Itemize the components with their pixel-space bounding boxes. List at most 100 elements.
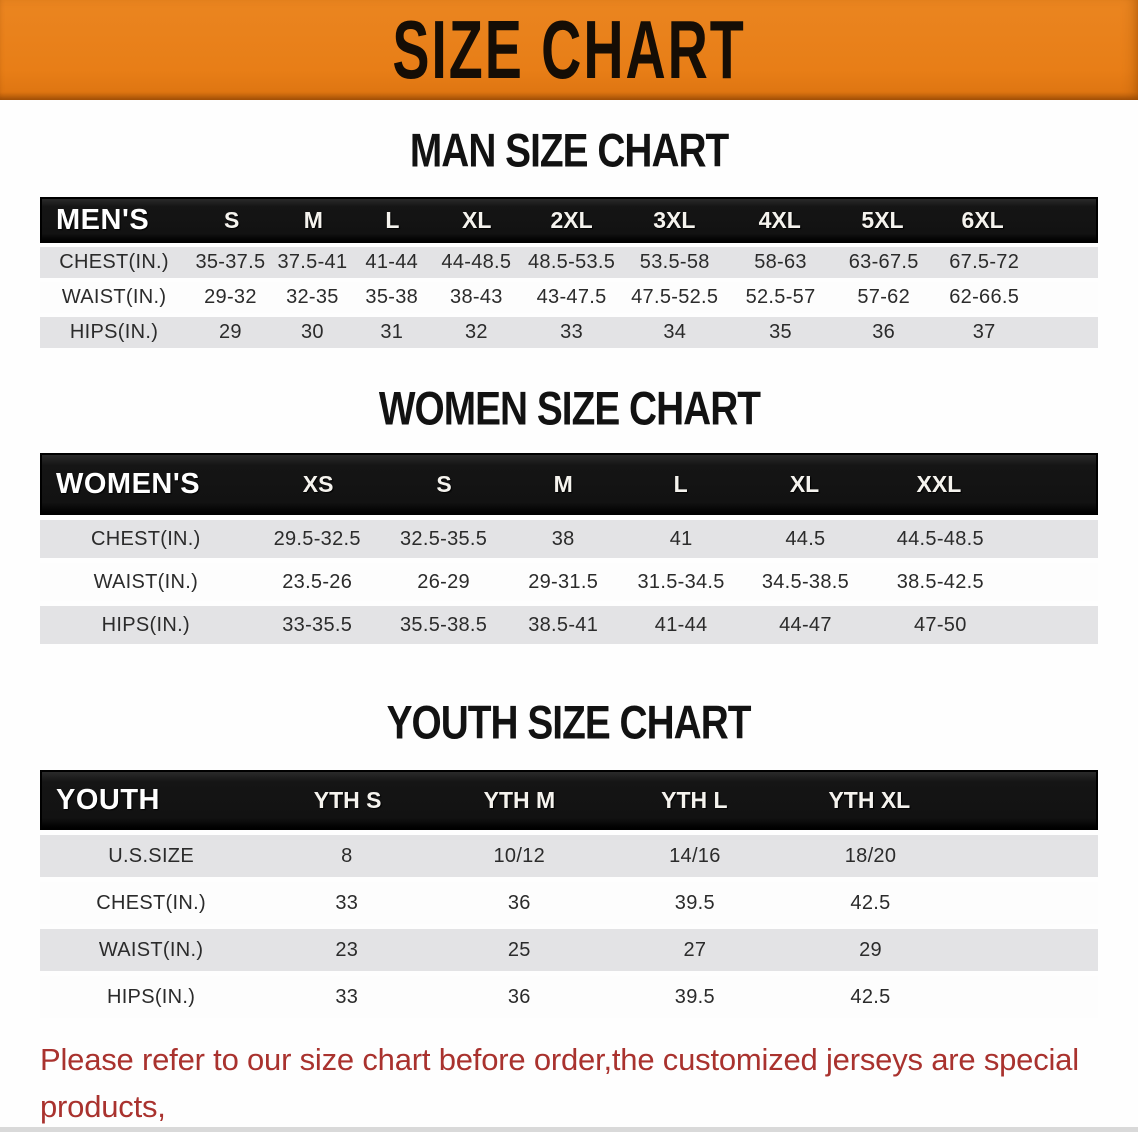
men-table-row: HIPS(IN.) 29 30 31 32 33 34 35 36 37 bbox=[40, 317, 1098, 348]
men-column-header-s: S bbox=[224, 206, 240, 233]
youth-cell-value: 29 bbox=[859, 938, 882, 961]
women-size-table: WOMEN'S XS S M L XL XXL CHEST(IN.) 29.5-32.5 32.5… bbox=[40, 453, 1098, 644]
youth-row-label: WAIST(IN.) bbox=[98, 938, 204, 961]
women-table-row: HIPS(IN.) 33-35.5 35.5-38.5 38.5-41 41-44 44-… bbox=[40, 606, 1098, 644]
men-cell-value: 63-67.5 bbox=[848, 251, 919, 273]
youth-cell-value: 18/20 bbox=[844, 844, 897, 867]
men-table-row: CHEST(IN.) 35-37.5 37.5-41 41-44 44-48.5 48.5… bbox=[40, 247, 1098, 278]
youth-table-row: U.S.SIZE 8 10/12 14/16 18/20 bbox=[40, 835, 1098, 877]
women-cell-value: 23.5-26 bbox=[282, 570, 353, 593]
disclaimer-text: Please refer to our size chart before or… bbox=[40, 1036, 1120, 1132]
youth-cell-value: 33 bbox=[335, 985, 359, 1008]
youth-header-bar: YOUTH YTH S YTH M YTH L YTH XL bbox=[40, 770, 1098, 830]
youth-cell-value: 42.5 bbox=[850, 985, 891, 1008]
women-cell-value: 41 bbox=[669, 527, 693, 550]
men-cell-value: 32-35 bbox=[286, 286, 339, 308]
men-cell-value: 31 bbox=[380, 321, 404, 343]
women-table-row: WAIST(IN.) 23.5-26 26-29 29-31.5 31.5-34.5 34… bbox=[40, 563, 1098, 601]
youth-row-label: HIPS(IN.) bbox=[106, 985, 196, 1008]
youth-column-header-yth-s: YTH S bbox=[313, 786, 382, 813]
women-header-label: WOMEN'S bbox=[56, 467, 201, 500]
women-cell-value: 38 bbox=[551, 527, 575, 550]
youth-cell-value: 33 bbox=[335, 891, 359, 914]
women-cell-value: 47-50 bbox=[913, 613, 967, 636]
women-table-row: CHEST(IN.) 29.5-32.5 32.5-35.5 38 41 44.5 44.5… bbox=[40, 520, 1098, 558]
women-cell-value: 44-47 bbox=[779, 613, 832, 636]
women-column-header-s: S bbox=[436, 470, 452, 497]
men-cell-value: 35 bbox=[769, 321, 792, 343]
men-cell-value: 36 bbox=[872, 321, 896, 343]
men-cell-value: 37.5-41 bbox=[277, 251, 348, 273]
men-cell-value: 58-63 bbox=[754, 251, 807, 273]
men-cell-value: 32 bbox=[464, 321, 488, 343]
men-cell-value: 62-66.5 bbox=[949, 286, 1020, 308]
men-cell-value: 44-48.5 bbox=[441, 251, 512, 273]
women-column-header-xl: XL bbox=[789, 470, 820, 497]
women-row-label: HIPS(IN.) bbox=[101, 613, 190, 636]
youth-cell-value: 27 bbox=[683, 938, 707, 961]
men-cell-value: 35-38 bbox=[365, 286, 419, 308]
men-cell-value: 33 bbox=[560, 321, 584, 343]
youth-row-label: U.S.SIZE bbox=[108, 844, 194, 867]
youth-cell-value: 25 bbox=[507, 938, 531, 961]
youth-cell-value: 10/12 bbox=[493, 844, 546, 867]
youth-table-row: CHEST(IN.) 33 36 39.5 42.5 bbox=[40, 882, 1098, 924]
youth-cell-value: 8 bbox=[341, 844, 353, 867]
men-column-header-3xl: 3XL bbox=[653, 206, 696, 233]
men-header-bar: MEN'S S M L XL 2XL 3XL 4XL 5XL 6XL bbox=[40, 197, 1098, 243]
men-table-row: WAIST(IN.) 29-32 32-35 35-38 38-43 43-47.5 47.… bbox=[40, 282, 1098, 313]
women-cell-value: 35.5-38.5 bbox=[400, 613, 488, 636]
women-row-label: CHEST(IN.) bbox=[90, 527, 201, 550]
women-cell-value: 44.5 bbox=[785, 527, 826, 550]
women-cell-value: 29-31.5 bbox=[528, 570, 599, 593]
youth-table-row: HIPS(IN.) 33 36 39.5 42.5 bbox=[40, 976, 1098, 1018]
youth-column-header-yth-l: YTH L bbox=[661, 786, 728, 813]
women-cell-value: 32.5-35.5 bbox=[400, 527, 488, 550]
youth-header-label: YOUTH bbox=[56, 783, 160, 816]
men-cell-value: 38-43 bbox=[450, 286, 503, 308]
youth-row-label: CHEST(IN.) bbox=[96, 891, 206, 914]
men-cell-value: 37 bbox=[972, 321, 996, 343]
youth-table-row: WAIST(IN.) 23 25 27 29 bbox=[40, 929, 1098, 971]
men-cell-value: 30 bbox=[300, 321, 324, 343]
women-cell-value: 41-44 bbox=[654, 613, 708, 636]
youth-section-title: YOUTH SIZE CHART bbox=[387, 697, 752, 749]
women-cell-value: 29.5-32.5 bbox=[273, 527, 361, 550]
men-cell-value: 48.5-53.5 bbox=[527, 251, 616, 273]
women-column-header-m: M bbox=[553, 470, 573, 497]
women-cell-value: 33-35.5 bbox=[282, 613, 353, 636]
women-cell-value: 34.5-38.5 bbox=[761, 570, 850, 593]
youth-cell-value: 39.5 bbox=[674, 891, 715, 914]
men-column-header-xl: XL bbox=[462, 206, 492, 233]
men-cell-value: 57-62 bbox=[857, 286, 911, 308]
women-cell-value: 38.5-41 bbox=[528, 613, 599, 636]
men-cell-value: 43-47.5 bbox=[536, 286, 607, 308]
youth-size-table: YOUTH YTH S YTH M YTH L YTH XL U.S.SIZE 8 10/12… bbox=[40, 770, 1098, 1018]
men-column-header-2xl: 2XL bbox=[550, 206, 593, 233]
women-column-header-l: L bbox=[673, 470, 688, 497]
women-header-bar: WOMEN'S XS S M L XL XXL bbox=[40, 453, 1098, 515]
women-cell-value: 44.5-48.5 bbox=[896, 527, 984, 550]
youth-cell-value: 36 bbox=[507, 985, 531, 1008]
banner: SIZE CHART bbox=[0, 0, 1138, 100]
women-cell-value: 38.5-42.5 bbox=[896, 570, 984, 593]
youth-cell-value: 23 bbox=[335, 938, 359, 961]
youth-cell-value: 14/16 bbox=[669, 844, 721, 867]
disclaimer-line-1: Please refer to our size chart before or… bbox=[40, 1042, 1079, 1124]
women-cell-value: 31.5-34.5 bbox=[637, 570, 725, 593]
women-cell-value: 26-29 bbox=[417, 570, 470, 593]
women-column-header-xs: XS bbox=[302, 470, 334, 497]
youth-cell-value: 39.5 bbox=[674, 985, 715, 1008]
women-section-title: WOMEN SIZE CHART bbox=[378, 383, 760, 435]
youth-cell-value: 36 bbox=[507, 891, 531, 914]
banner-title: SIZE CHART bbox=[392, 3, 746, 97]
men-cell-value: 47.5-52.5 bbox=[631, 286, 719, 308]
women-column-header-xxl: XXL bbox=[916, 470, 962, 497]
men-cell-value: 35-37.5 bbox=[195, 251, 266, 273]
men-section-title: MAN SIZE CHART bbox=[409, 125, 729, 177]
youth-column-header-yth-m: YTH M bbox=[483, 786, 556, 813]
bottom-edge bbox=[0, 1127, 1138, 1132]
men-row-label: WAIST(IN.) bbox=[61, 286, 167, 308]
men-cell-value: 29-32 bbox=[204, 286, 257, 308]
